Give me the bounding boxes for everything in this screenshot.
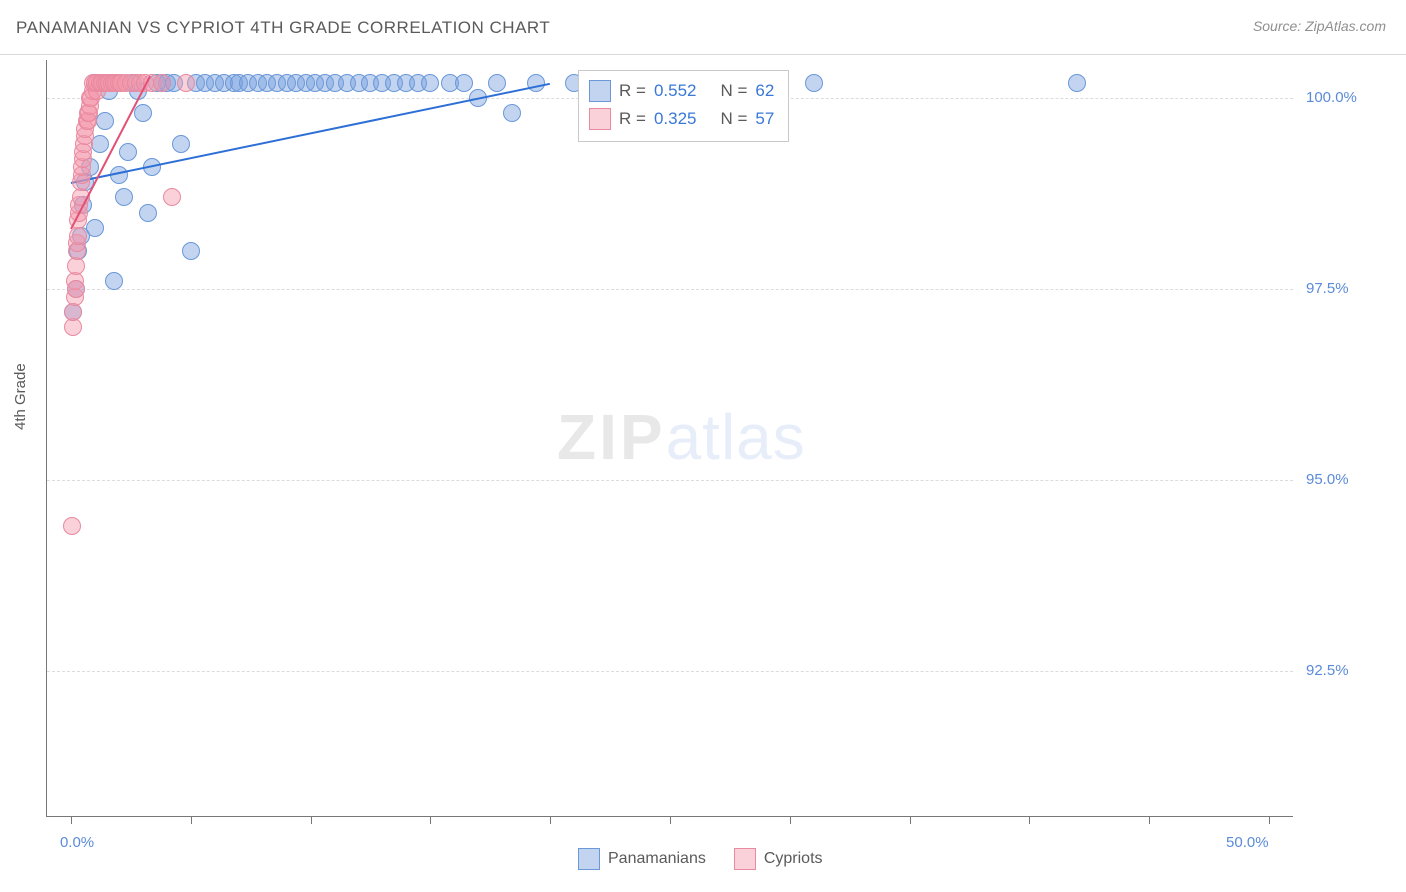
point-panamanians — [805, 74, 823, 92]
point-panamanians — [139, 204, 157, 222]
point-cypriots — [153, 74, 171, 92]
gridline — [47, 671, 1293, 672]
point-panamanians — [96, 112, 114, 130]
point-cypriots — [67, 280, 85, 298]
xtick — [670, 816, 671, 824]
xtick — [191, 816, 192, 824]
series-legend: Panamanians Cypriots — [578, 848, 823, 870]
r-value-panamanians: 0.552 — [654, 77, 697, 105]
ytick-label: 95.0% — [1306, 471, 1349, 488]
point-panamanians — [115, 188, 133, 206]
xtick-label: 0.0% — [60, 834, 94, 851]
source-label: Source: ZipAtlas.com — [1253, 18, 1386, 34]
xtick — [790, 816, 791, 824]
xtick — [430, 816, 431, 824]
watermark-atlas: atlas — [666, 401, 806, 473]
gridline — [47, 480, 1293, 481]
swatch-cypriots — [589, 108, 611, 130]
stats-row-cypriots: R = 0.325 N = 57 — [589, 105, 774, 133]
point-panamanians — [1068, 74, 1086, 92]
plot-area: ZIPatlas — [46, 60, 1293, 817]
swatch-cypriots — [734, 848, 756, 870]
legend-item-cypriots: Cypriots — [734, 848, 823, 870]
point-cypriots — [163, 188, 181, 206]
point-panamanians — [527, 74, 545, 92]
stats-row-panamanians: R = 0.552 N = 62 — [589, 77, 774, 105]
point-panamanians — [172, 135, 190, 153]
watermark-zip: ZIP — [557, 401, 666, 473]
chart-title: PANAMANIAN VS CYPRIOT 4TH GRADE CORRELAT… — [16, 18, 550, 38]
r-value-cypriots: 0.325 — [654, 105, 697, 133]
chart-header: PANAMANIAN VS CYPRIOT 4TH GRADE CORRELAT… — [0, 0, 1406, 55]
legend-item-panamanians: Panamanians — [578, 848, 706, 870]
legend-label-panamanians: Panamanians — [608, 850, 706, 868]
xtick — [1269, 816, 1270, 824]
xtick — [311, 816, 312, 824]
n-value-panamanians: 62 — [755, 77, 774, 105]
n-label: N = — [720, 105, 747, 133]
watermark: ZIPatlas — [557, 400, 806, 474]
swatch-panamanians — [589, 80, 611, 102]
n-value-cypriots: 57 — [755, 105, 774, 133]
point-panamanians — [503, 104, 521, 122]
xtick — [550, 816, 551, 824]
ytick-label: 97.5% — [1306, 280, 1349, 297]
point-panamanians — [105, 272, 123, 290]
point-panamanians — [86, 219, 104, 237]
point-panamanians — [182, 242, 200, 260]
point-panamanians — [455, 74, 473, 92]
point-panamanians — [134, 104, 152, 122]
ytick-label: 100.0% — [1306, 89, 1357, 106]
y-axis-label: 4th Grade — [12, 363, 29, 430]
xtick — [910, 816, 911, 824]
xtick — [71, 816, 72, 824]
point-cypriots — [177, 74, 195, 92]
point-cypriots — [63, 517, 81, 535]
xtick — [1149, 816, 1150, 824]
stats-legend: R = 0.552 N = 62 R = 0.325 N = 57 — [578, 70, 789, 142]
point-panamanians — [421, 74, 439, 92]
point-panamanians — [119, 143, 137, 161]
point-panamanians — [488, 74, 506, 92]
ytick-label: 92.5% — [1306, 662, 1349, 679]
gridline — [47, 289, 1293, 290]
r-label: R = — [619, 77, 646, 105]
legend-label-cypriots: Cypriots — [764, 850, 823, 868]
xtick — [1029, 816, 1030, 824]
xtick-label: 50.0% — [1226, 834, 1269, 851]
r-label: R = — [619, 105, 646, 133]
n-label: N = — [720, 77, 747, 105]
swatch-panamanians — [578, 848, 600, 870]
